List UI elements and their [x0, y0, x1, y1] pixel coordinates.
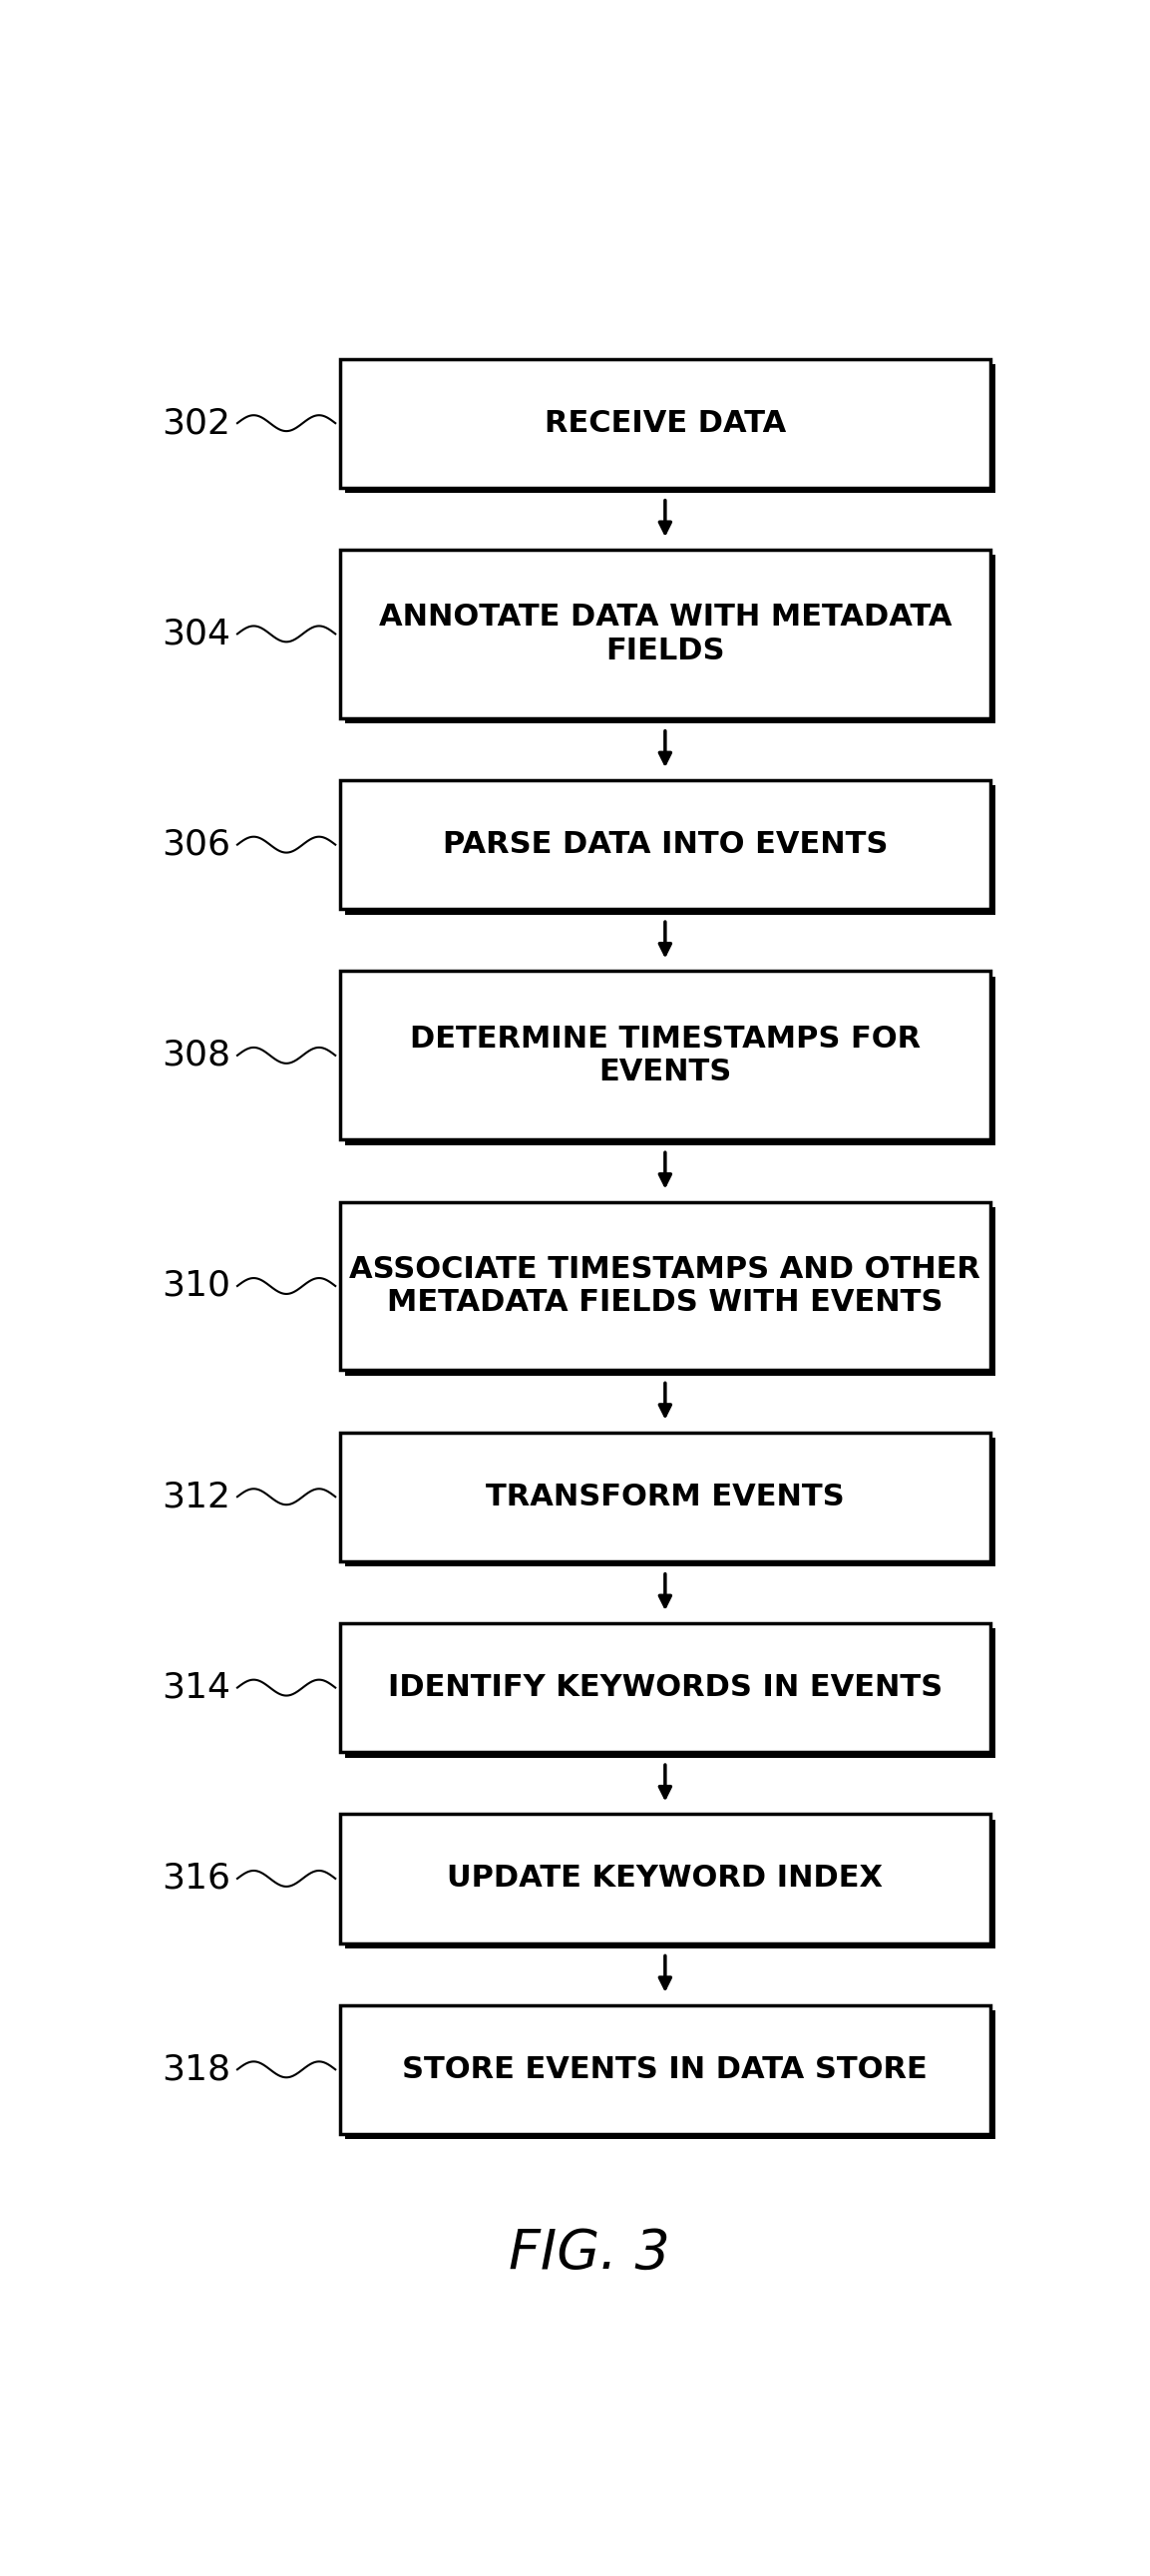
Text: TRANSFORM EVENTS: TRANSFORM EVENTS: [485, 1481, 844, 1512]
Text: RECEIVE DATA: RECEIVE DATA: [544, 410, 785, 438]
Bar: [345, 2009, 996, 2138]
Bar: [340, 971, 990, 1139]
Bar: [345, 1437, 996, 1566]
Bar: [340, 549, 990, 719]
Text: 316: 316: [161, 1862, 230, 1896]
Bar: [340, 1814, 990, 1942]
Text: FIG. 3: FIG. 3: [508, 2226, 670, 2280]
Text: 302: 302: [161, 407, 230, 440]
Text: 308: 308: [161, 1038, 230, 1072]
Bar: [345, 786, 996, 914]
Bar: [345, 1628, 996, 1757]
Bar: [340, 1432, 990, 1561]
Text: 310: 310: [161, 1270, 230, 1303]
Bar: [340, 2004, 990, 2133]
Bar: [340, 781, 990, 909]
Text: STORE EVENTS IN DATA STORE: STORE EVENTS IN DATA STORE: [402, 2056, 928, 2084]
Text: 306: 306: [161, 827, 230, 860]
Bar: [345, 363, 996, 492]
Text: ANNOTATE DATA WITH METADATA
FIELDS: ANNOTATE DATA WITH METADATA FIELDS: [378, 603, 952, 665]
Text: UPDATE KEYWORD INDEX: UPDATE KEYWORD INDEX: [447, 1865, 883, 1893]
Text: PARSE DATA INTO EVENTS: PARSE DATA INTO EVENTS: [443, 829, 888, 860]
Bar: [345, 1208, 996, 1376]
Bar: [345, 1819, 996, 1947]
Text: 312: 312: [161, 1479, 230, 1515]
Bar: [345, 554, 996, 724]
Text: IDENTIFY KEYWORDS IN EVENTS: IDENTIFY KEYWORDS IN EVENTS: [388, 1674, 943, 1703]
Bar: [345, 976, 996, 1146]
Bar: [340, 1623, 990, 1752]
Text: 314: 314: [161, 1672, 230, 1705]
Text: 318: 318: [161, 2053, 230, 2087]
Text: DETERMINE TIMESTAMPS FOR
EVENTS: DETERMINE TIMESTAMPS FOR EVENTS: [409, 1025, 920, 1087]
Text: 304: 304: [161, 618, 230, 652]
Text: ASSOCIATE TIMESTAMPS AND OTHER
METADATA FIELDS WITH EVENTS: ASSOCIATE TIMESTAMPS AND OTHER METADATA …: [350, 1255, 981, 1316]
Bar: [340, 358, 990, 487]
Bar: [340, 1200, 990, 1370]
